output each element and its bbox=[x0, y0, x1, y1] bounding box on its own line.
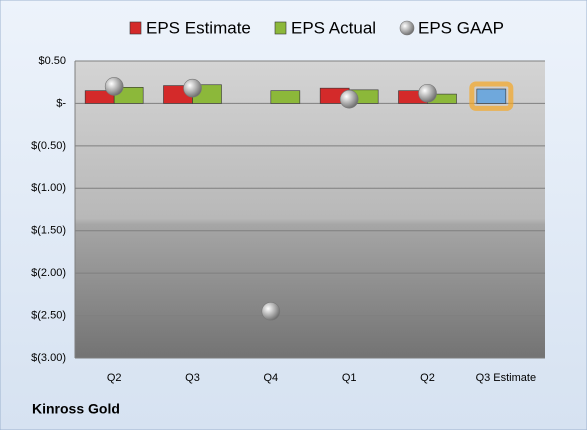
gaap-point bbox=[261, 302, 281, 321]
y-tick-label: $(1.00) bbox=[31, 182, 66, 194]
x-tick-label: Q3 Estimate bbox=[476, 372, 537, 384]
x-tick-label: Q2 bbox=[420, 372, 435, 384]
plot-area bbox=[75, 61, 545, 358]
y-tick-label: $(3.00) bbox=[31, 352, 66, 364]
x-tick-label: Q1 bbox=[342, 372, 357, 384]
y-tick-label: $(0.50) bbox=[31, 140, 66, 152]
bar bbox=[476, 88, 507, 104]
legend-label: EPS GAAP bbox=[418, 18, 504, 37]
gaap-point bbox=[104, 77, 124, 96]
y-tick-label: $- bbox=[56, 97, 66, 109]
y-tick-label: $(1.50) bbox=[31, 225, 66, 237]
x-tick-label: Q3 bbox=[185, 372, 200, 384]
legend-marker bbox=[129, 21, 142, 35]
y-tick-label: $(2.50) bbox=[31, 309, 66, 321]
bar bbox=[270, 90, 301, 104]
gaap-point bbox=[183, 78, 202, 98]
x-tick-label: Q4 bbox=[263, 372, 278, 384]
legend-marker bbox=[399, 20, 415, 36]
gaap-point bbox=[339, 89, 359, 109]
legend-marker bbox=[274, 21, 287, 35]
y-tick-label: $0.50 bbox=[38, 55, 66, 67]
x-tick-label: Q2 bbox=[107, 372, 122, 384]
legend-label: EPS Actual bbox=[291, 18, 376, 37]
legend-label: EPS Estimate bbox=[146, 18, 251, 37]
caption: Kinross Gold bbox=[32, 401, 120, 417]
highlight-glow bbox=[469, 81, 514, 111]
gaap-point bbox=[418, 83, 437, 103]
y-tick-label: $(2.00) bbox=[31, 267, 66, 279]
